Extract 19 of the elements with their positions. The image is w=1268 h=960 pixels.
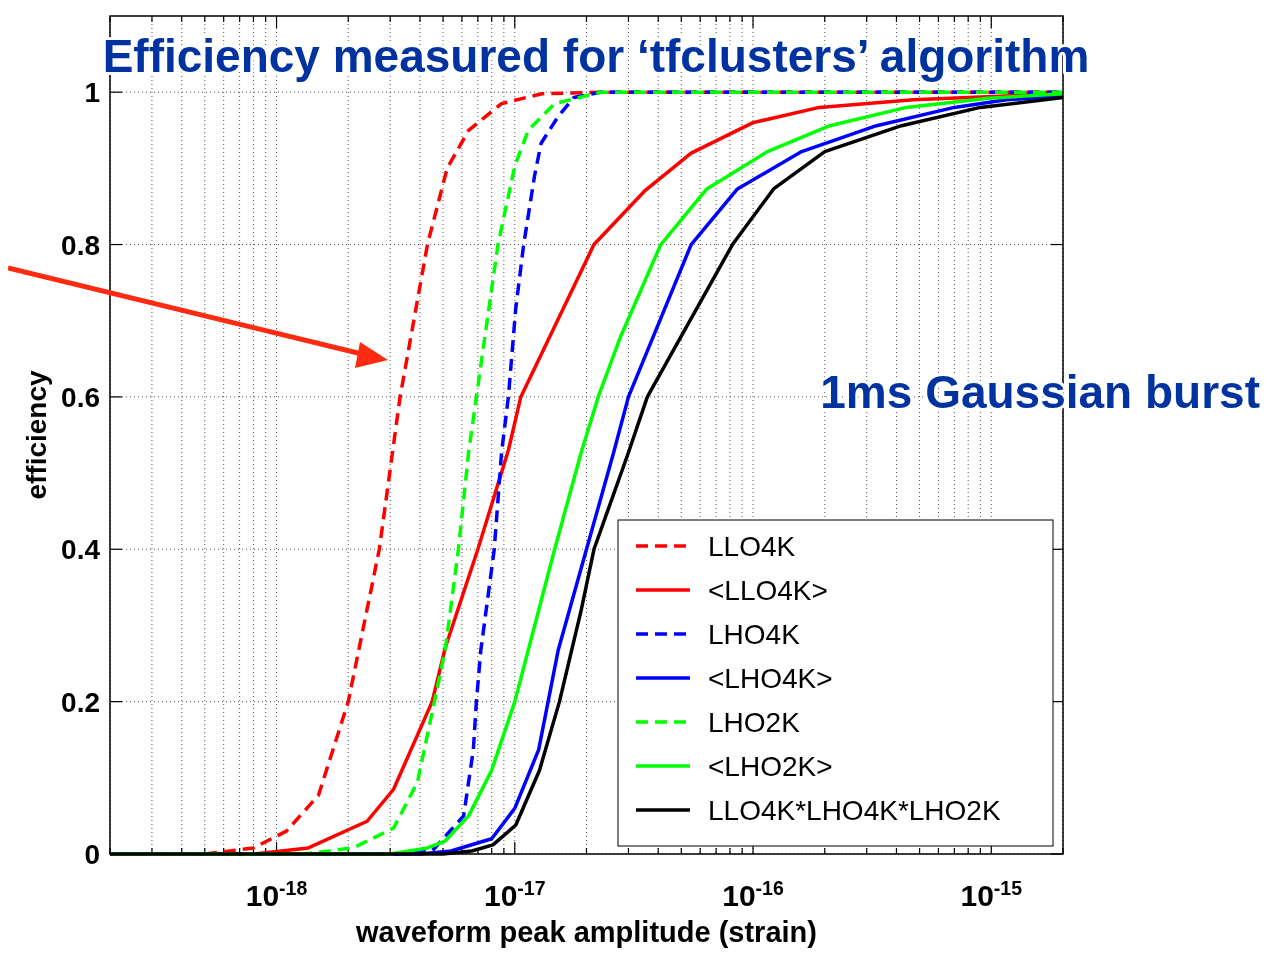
x-tick-label: 10$^{-18}$ <box>245 877 308 912</box>
y-tick-label: 0.6 <box>61 381 100 413</box>
legend-label: LLO4K*LHO4K*LHO2K <box>708 795 1001 826</box>
x-tick-label: 10$^{-16}$ <box>722 877 784 912</box>
legend-label: LHO4K <box>708 619 801 650</box>
y-tick-label: 0.2 <box>61 686 100 718</box>
y-tick-label: 0 <box>84 839 100 870</box>
y-tick-label: 0.4 <box>61 534 101 566</box>
x-tick-label: 10$^{-17}$ <box>484 877 546 912</box>
legend-label: LLO4K <box>708 531 796 562</box>
legend-label: <LHO2K> <box>708 751 833 782</box>
legend-label: <LLO4K> <box>708 575 828 606</box>
y-tick-label: 1 <box>84 77 100 109</box>
y-axis-title: efficiency <box>21 369 52 500</box>
x-tick-label: 10$^{-15}$ <box>960 877 1023 912</box>
y-tick-label: 0.8 <box>61 229 100 261</box>
x-axis-title: waveform peak amplitude (strain) <box>355 916 817 948</box>
legend-label: <LHO4K> <box>708 663 833 694</box>
legend-label: LHO2K <box>708 707 801 738</box>
